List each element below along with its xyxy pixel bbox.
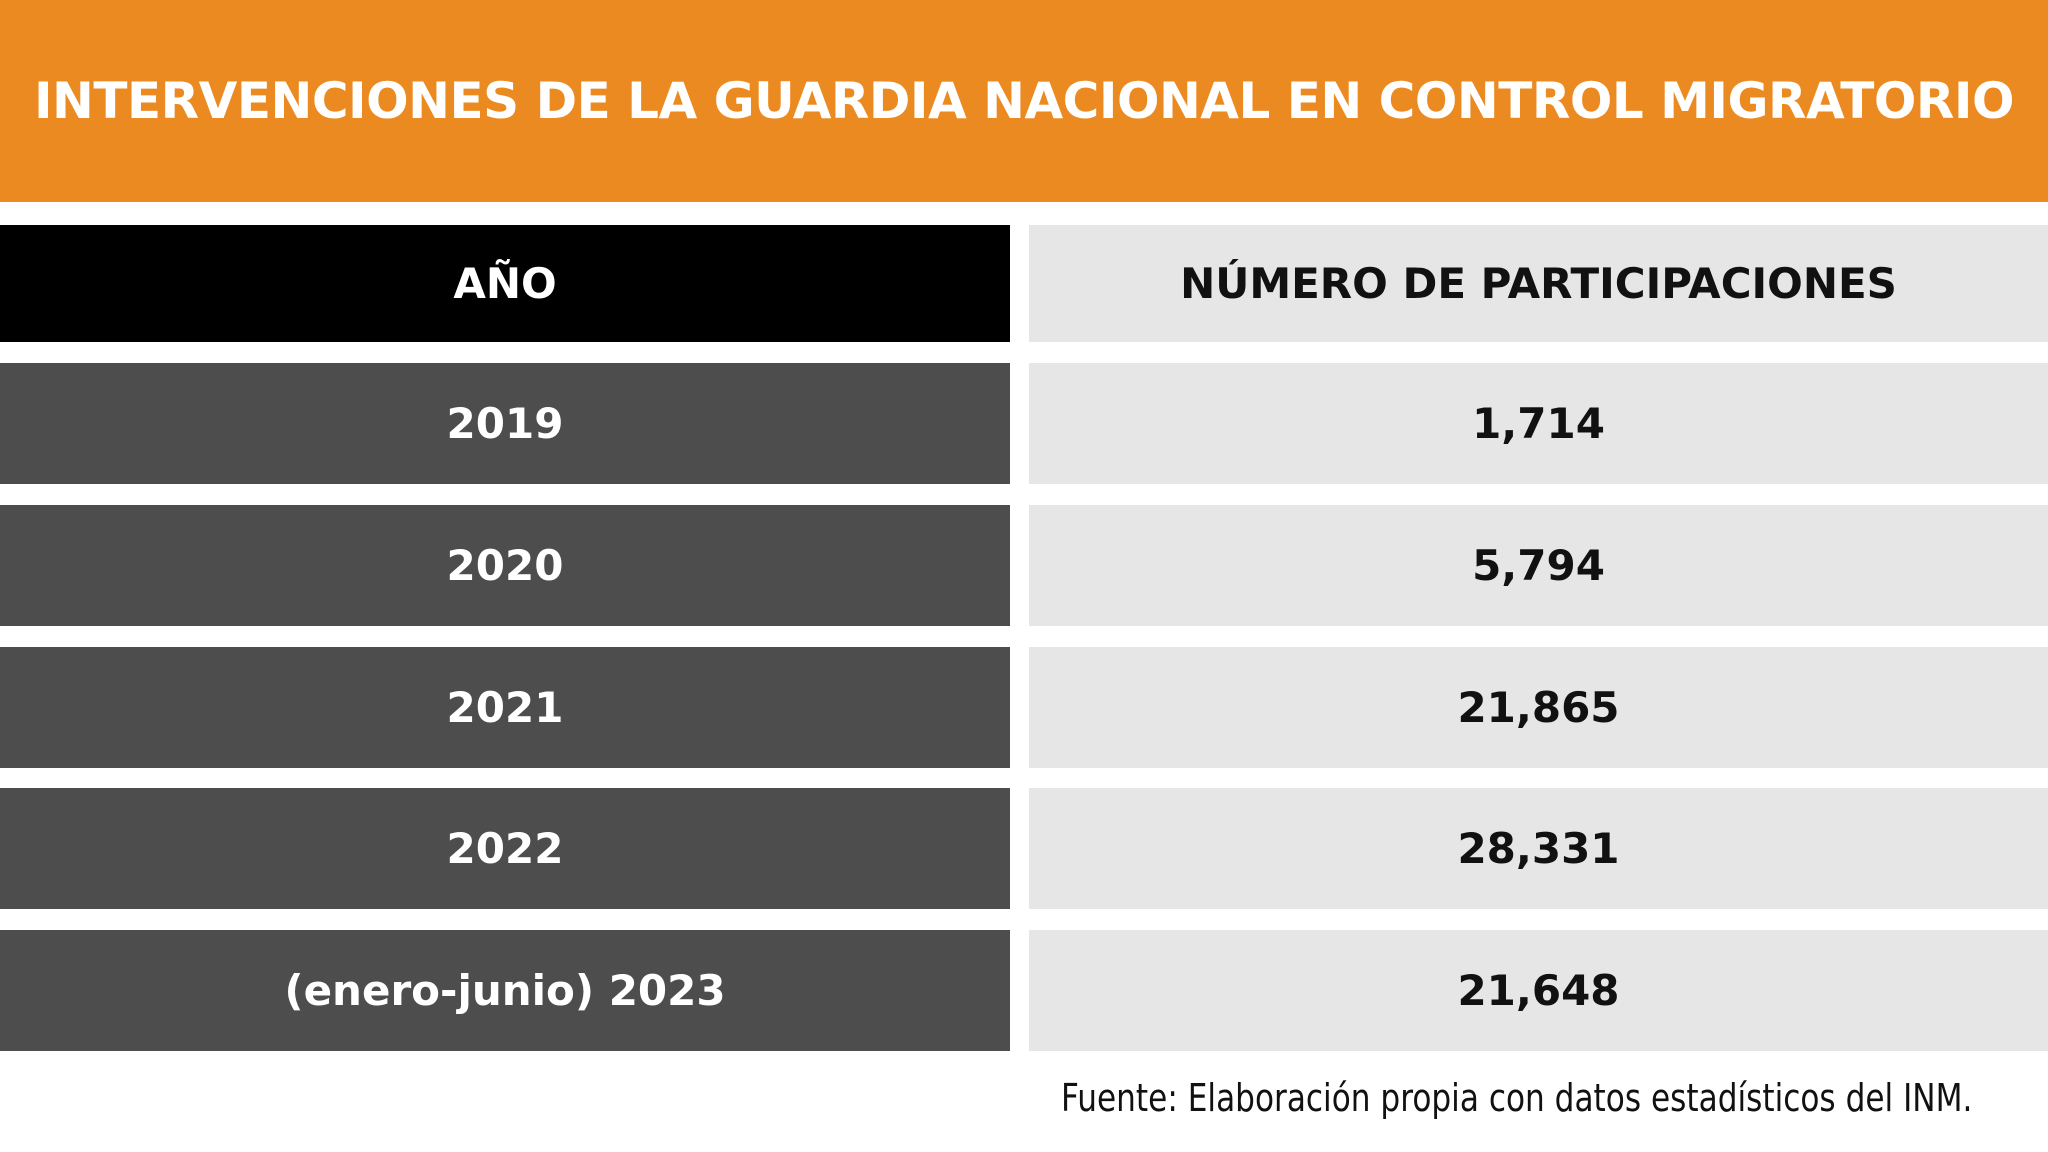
count-cell: 5,794 xyxy=(1029,504,2048,626)
year-cell: 2021 xyxy=(0,646,1010,768)
count-cell: 28,331 xyxy=(1029,788,2048,910)
column-header: NÚMERO DE PARTICIPACIONES xyxy=(1029,225,2048,342)
source-note: Fuente: Elaboración propia con datos est… xyxy=(1060,1076,1972,1120)
count-cell: 1,714 xyxy=(1029,363,2048,484)
title-banner: INTERVENCIONES DE LA GUARDIA NACIONAL EN… xyxy=(0,0,2048,202)
year-cell: 2020 xyxy=(0,504,1010,626)
title: INTERVENCIONES DE LA GUARDIA NACIONAL EN… xyxy=(33,72,2015,130)
count-cell: 21,648 xyxy=(1029,930,2048,1052)
year-cell: 2022 xyxy=(0,788,1010,910)
year-cell: 2019 xyxy=(0,363,1010,484)
column-header: AÑO xyxy=(0,225,1010,342)
year-cell: (enero-junio) 2023 xyxy=(0,930,1010,1052)
count-cell: 21,865 xyxy=(1029,646,2048,768)
